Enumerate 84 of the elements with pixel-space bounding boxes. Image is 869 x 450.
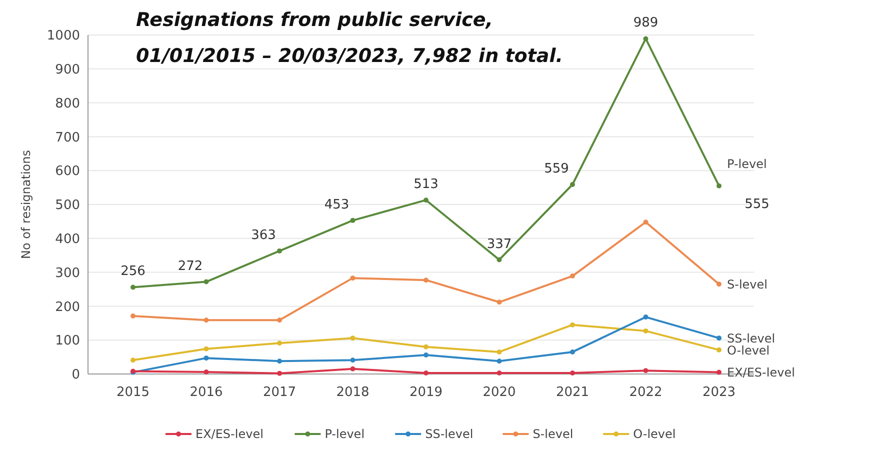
point: [277, 370, 282, 376]
point: [277, 248, 282, 254]
point: [277, 340, 282, 346]
point: [716, 336, 722, 341]
x-tick-label: 2023: [702, 385, 736, 400]
data-label: 559: [544, 162, 569, 176]
data-label: 453: [324, 197, 350, 212]
y-tick-label: 1000: [46, 28, 80, 44]
y-tick-label: 0: [72, 368, 80, 383]
point: [716, 347, 722, 352]
x-tick-label: 2018: [336, 385, 370, 400]
point: [570, 182, 575, 187]
point: [350, 276, 356, 281]
x-tick-label: 2021: [556, 385, 590, 400]
x-tick-label: 2015: [116, 385, 150, 400]
legend-label: O-level: [633, 427, 676, 442]
point: [570, 370, 575, 376]
y-tick-label: 100: [55, 334, 80, 349]
text: S-level: [727, 277, 768, 292]
legend-label: EX/ES-level: [196, 427, 264, 442]
point: [350, 358, 356, 363]
point: [496, 370, 502, 376]
point: [496, 358, 502, 364]
point: [350, 218, 356, 223]
y-tick-label: 600: [55, 164, 80, 180]
point: [424, 370, 428, 376]
text: EX/ES-level: [727, 366, 795, 380]
x-tick-label: 2016: [190, 385, 223, 400]
point: [277, 358, 282, 364]
x-tick-label: 2020: [482, 385, 516, 400]
point: [643, 220, 648, 225]
point: [350, 336, 356, 341]
point: [424, 344, 428, 350]
point: [130, 358, 136, 363]
data-label: 555: [744, 196, 770, 212]
point: [570, 349, 575, 354]
y-axis-title: No of resignations: [19, 150, 33, 259]
point: [643, 314, 648, 320]
point: [277, 318, 282, 323]
point: [130, 314, 136, 319]
x-tick-label: 2017: [262, 385, 296, 400]
point: [716, 282, 722, 287]
point: [204, 318, 209, 323]
data-label: 513: [414, 177, 438, 192]
point: [204, 279, 209, 284]
point: [716, 370, 722, 375]
point: [204, 346, 209, 352]
point: [130, 284, 136, 290]
data-label: 272: [178, 258, 203, 274]
y-tick-label: 800: [55, 96, 80, 112]
text: SS-level: [727, 331, 776, 346]
y-tick-label: 700: [55, 130, 80, 146]
y-tick-label: 200: [55, 300, 80, 315]
point: [204, 369, 209, 374]
y-tick-label: 900: [55, 62, 80, 78]
point: [350, 366, 356, 372]
point: [424, 352, 428, 358]
point: [716, 183, 722, 188]
chart-title: Resignations from public service, 01/01/2015 – 20/03/2023, 7,982 in total.: [136, 9, 563, 67]
data-label: 363: [251, 228, 276, 243]
x-tick-label: 2022: [629, 385, 662, 400]
point: [424, 198, 428, 203]
data-label: 989: [633, 16, 658, 31]
point: [643, 368, 648, 374]
data-label: 337: [486, 236, 512, 252]
legend-label: S-level: [532, 427, 574, 442]
legend-label: SS-level: [425, 427, 474, 442]
data-label: 256: [120, 264, 146, 280]
text: P-level: [727, 157, 767, 172]
legend-label: P-level: [324, 427, 365, 442]
text: O-level: [727, 343, 770, 358]
point: [424, 278, 428, 283]
point: [204, 356, 209, 361]
point: [496, 300, 502, 305]
point: [570, 322, 575, 328]
y-tick-label: 400: [55, 232, 80, 247]
x-tick-label: 2019: [409, 385, 443, 400]
y-tick-label: 300: [55, 266, 80, 281]
point: [570, 274, 575, 279]
point: [496, 349, 502, 354]
point: [643, 328, 648, 334]
point: [643, 36, 648, 42]
y-tick-label: 500: [55, 198, 80, 214]
point: [496, 257, 502, 262]
